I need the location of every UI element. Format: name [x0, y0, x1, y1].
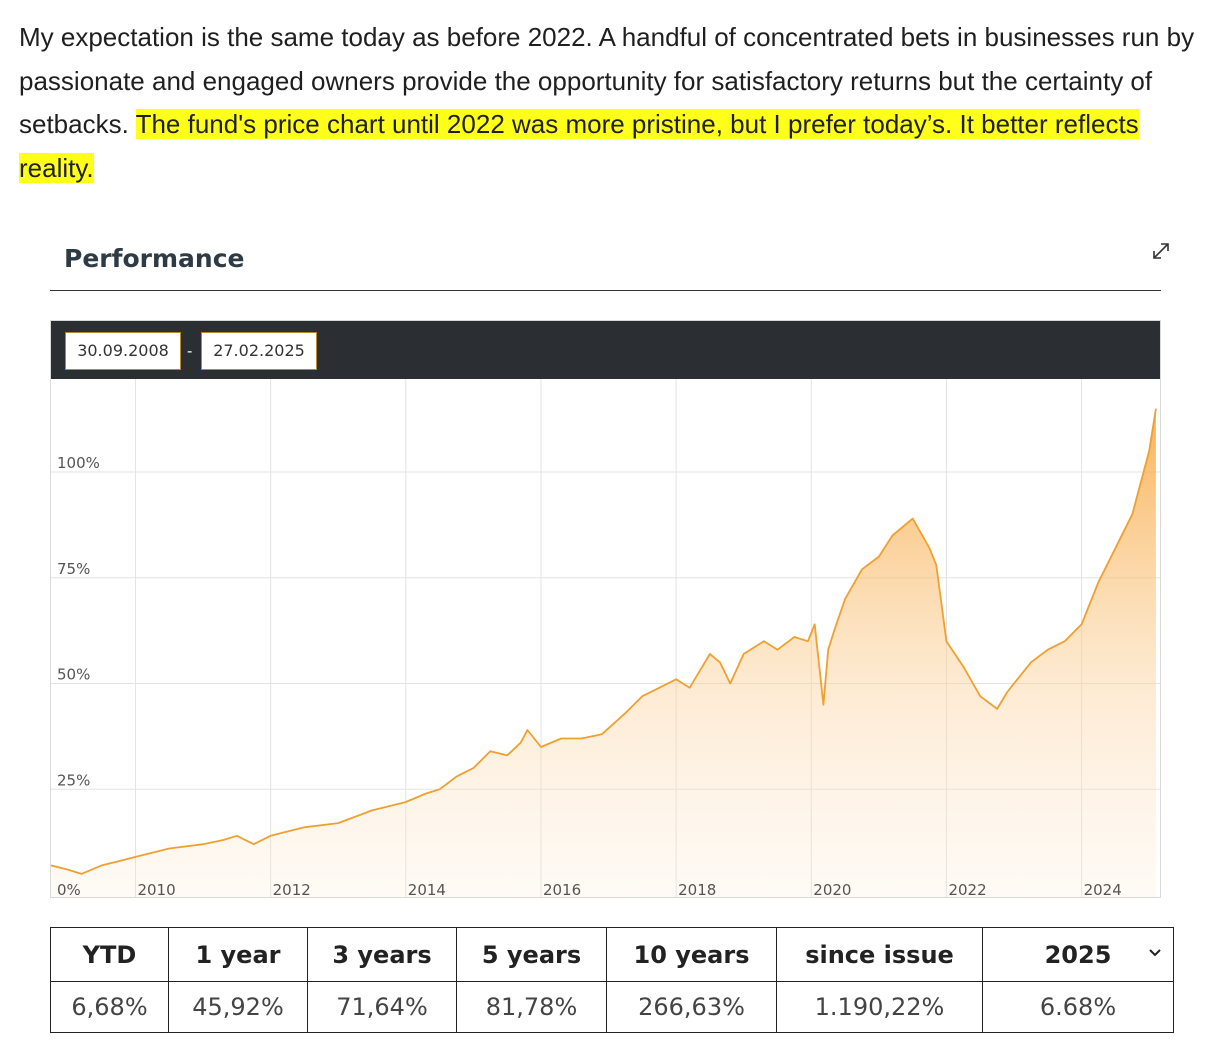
- y-tick-label: 0%: [57, 881, 81, 897]
- value-3-years: 71,64%: [307, 981, 457, 1033]
- x-tick-label: 2010: [137, 881, 175, 897]
- date-range-bar: 30.09.2008 - 27.02.2025: [51, 321, 1160, 379]
- start-date-input[interactable]: 30.09.2008: [65, 332, 181, 370]
- performance-chart: 30.09.2008 - 27.02.2025 2010 2012 2014 2016…: [50, 320, 1161, 898]
- series-line: [51, 408, 1157, 875]
- value-1-year: 45,92%: [168, 981, 308, 1033]
- y-tick-label: 100%: [57, 454, 100, 472]
- end-date-input[interactable]: 27.02.2025: [201, 332, 317, 370]
- y-tick-label: 50%: [57, 666, 90, 684]
- article-paragraph: My expectation is the same today as befo…: [19, 16, 1209, 190]
- x-tick-label: 2020: [813, 881, 851, 897]
- paragraph-text: My expectation is the same today as befo…: [19, 22, 1195, 139]
- x-tick-label: 2016: [543, 881, 581, 897]
- value-5-years: 81,78%: [456, 981, 607, 1033]
- value-10-years: 266,63%: [606, 981, 777, 1033]
- header-10-years: 10 years: [606, 927, 777, 982]
- value-ytd: 6,68%: [50, 981, 169, 1033]
- year-select-value: 2025: [1044, 940, 1112, 969]
- x-tick-label: 2018: [678, 881, 716, 897]
- header-5-years: 5 years: [456, 927, 607, 982]
- expand-arrows-icon[interactable]: [1148, 238, 1174, 264]
- y-tick-label: 75%: [57, 560, 90, 578]
- returns-header-row: YTD 1 year 3 years 5 years 10 years sinc…: [50, 927, 1174, 982]
- x-tick-label: 2022: [948, 881, 986, 897]
- header-since-issue: since issue: [776, 927, 983, 982]
- title-divider: [50, 290, 1161, 291]
- header-ytd: YTD: [50, 927, 169, 982]
- returns-table: YTD 1 year 3 years 5 years 10 years sinc…: [50, 927, 1174, 1033]
- chart-plot[interactable]: 2010 2012 2014 2016 2018 2020 2022 2024 0% 25% 50%…: [51, 379, 1160, 897]
- value-year: 6.68%: [982, 981, 1174, 1033]
- x-tick-label: 2012: [273, 881, 311, 897]
- date-separator: -: [187, 343, 193, 360]
- header-1-year: 1 year: [168, 927, 308, 982]
- highlighted-text: The fund's price chart until 2022 was mo…: [19, 109, 1139, 183]
- value-since-issue: 1.190,22%: [776, 981, 983, 1033]
- header-3-years: 3 years: [307, 927, 457, 982]
- x-tick-label: 2024: [1084, 881, 1122, 897]
- returns-value-row: 6,68% 45,92% 71,64% 81,78% 266,63% 1.190…: [50, 981, 1174, 1033]
- year-select[interactable]: 2025: [982, 927, 1174, 982]
- y-tick-label: 25%: [57, 771, 90, 789]
- performance-title: Performance: [64, 244, 245, 273]
- series-area: [51, 408, 1156, 897]
- x-tick-label: 2014: [408, 881, 446, 897]
- chevron-down-icon[interactable]: [1145, 942, 1165, 962]
